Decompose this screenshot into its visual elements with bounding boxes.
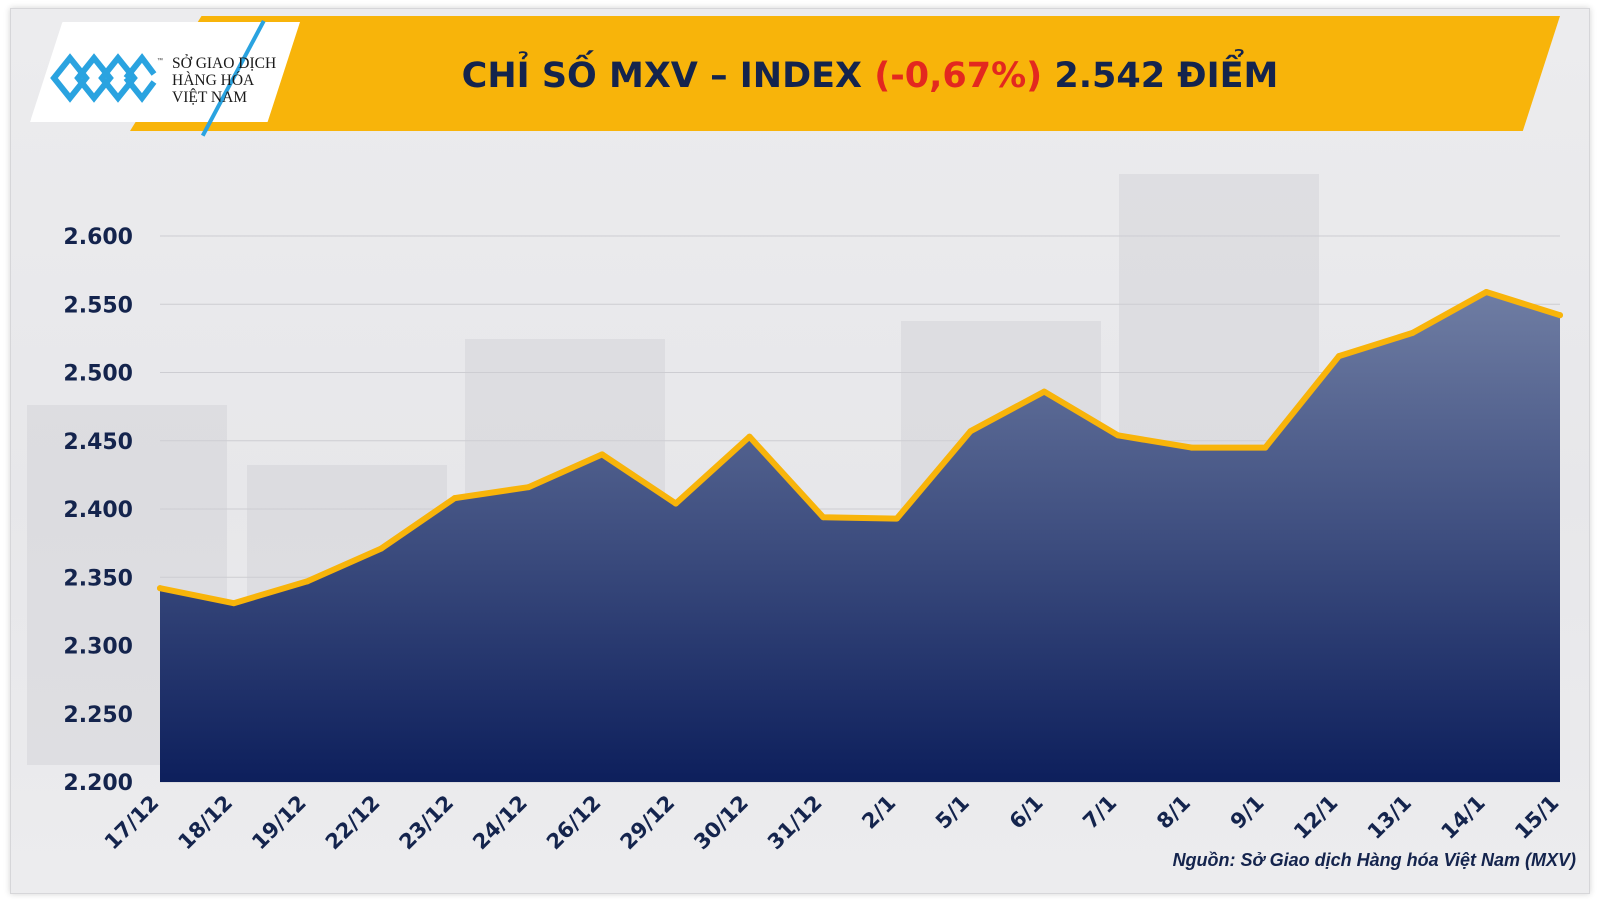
data-point-13/1: [1409, 329, 1416, 336]
x-tick-label: 31/12: [763, 791, 827, 855]
x-tick-label: 13/1: [1363, 791, 1416, 844]
data-point-6/1: [1041, 388, 1048, 395]
y-tick-label: 2.550: [63, 293, 133, 318]
data-point-7/1: [1114, 432, 1121, 439]
x-tick-label: 18/12: [173, 791, 237, 855]
x-tick-label: 22/12: [321, 791, 385, 855]
series-line: [157, 289, 1563, 607]
data-point-29/12: [672, 500, 679, 507]
x-tick-label: 8/1: [1152, 791, 1195, 834]
mxv-logo-icon: [50, 53, 157, 103]
x-tick-label: 9/1: [1226, 791, 1269, 834]
data-point-17/12: [157, 585, 163, 592]
x-tick-label: 7/1: [1078, 791, 1121, 834]
chart-title: CHỈ SỐ MXV – INDEX (-0,67%) 2.542 ĐIỂM: [330, 40, 1410, 112]
data-point-5/1: [967, 428, 974, 435]
x-tick-label: 23/12: [395, 791, 459, 855]
x-tick-label: 29/12: [616, 791, 680, 855]
logo-line-3: VIỆT NAM: [172, 89, 248, 106]
data-point-31/12: [820, 514, 827, 521]
data-point-14/1: [1483, 288, 1490, 295]
logo-trademark: ™: [157, 58, 163, 64]
x-tick-label: 2/1: [857, 791, 900, 834]
data-point-15/1: [1557, 312, 1563, 319]
y-tick-label: 2.600: [63, 225, 133, 250]
data-point-12/1: [1335, 353, 1342, 360]
title-change: (-0,67%): [874, 56, 1043, 96]
title-value: 2.542 ĐIỂM: [1054, 56, 1279, 96]
x-tick-label: 6/1: [1005, 791, 1048, 834]
title-banner: [130, 16, 1560, 131]
y-tick-label: 2.250: [63, 703, 133, 728]
y-tick-label: 2.200: [63, 771, 133, 796]
y-tick-label: 2.300: [63, 635, 133, 660]
data-point-2/1: [893, 515, 900, 522]
source-note: Nguồn: Sở Giao dịch Hàng hóa Việt Nam (M…: [1172, 850, 1576, 870]
logo-text: SỞ GIAO DỊCH HÀNG HÓA VIỆT NAM: [172, 55, 276, 106]
x-tick-label: 26/12: [542, 791, 606, 855]
data-point-30/12: [746, 433, 753, 440]
y-tick-label: 2.450: [63, 430, 133, 455]
data-point-8/1: [1188, 444, 1195, 451]
x-tick-label: 24/12: [468, 791, 532, 855]
series-area: [160, 292, 1560, 782]
x-tick-label: 5/1: [931, 791, 974, 834]
data-point-26/12: [599, 451, 606, 458]
x-tick-label: 19/12: [247, 791, 311, 855]
title-main: CHỈ SỐ MXV – INDEX: [461, 56, 863, 96]
data-point-24/12: [525, 484, 532, 491]
data-point-22/12: [378, 545, 385, 552]
data-point-9/1: [1262, 444, 1269, 451]
x-tick-label: 30/12: [689, 791, 753, 855]
data-point-23/12: [451, 495, 458, 502]
data-point-19/12: [304, 578, 311, 585]
logo-line-2: HÀNG HÓA: [172, 72, 255, 89]
x-tick-label: 15/1: [1510, 791, 1563, 844]
x-tick-label: 12/1: [1289, 791, 1342, 844]
logo-line-1: SỞ GIAO DỊCH: [172, 55, 277, 72]
y-tick-label: 2.500: [63, 362, 133, 387]
data-point-18/12: [230, 600, 237, 607]
x-tick-label: 14/1: [1436, 791, 1489, 844]
x-tick-label: 17/12: [100, 791, 164, 855]
y-tick-label: 2.350: [63, 566, 133, 591]
y-tick-label: 2.400: [63, 498, 133, 523]
